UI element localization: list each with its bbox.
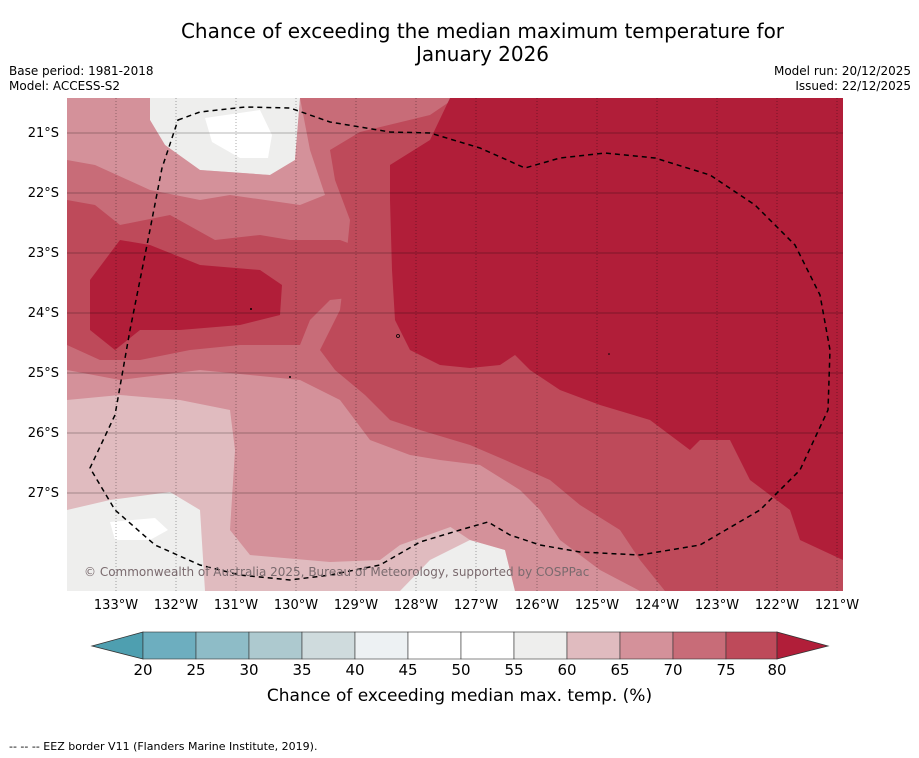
lon-label: 127°W <box>453 598 499 613</box>
map-title-line1: Chance of exceeding the median maximum t… <box>180 19 785 43</box>
band-55-60-bottom-left <box>67 492 205 591</box>
eez-border <box>89 106 831 581</box>
colorbar-segment <box>566 631 621 660</box>
lon-label: 128°W <box>393 598 439 613</box>
model-name: Model: ACCESS-S2 <box>9 79 121 93</box>
colorbar-tick: 40 <box>345 661 365 679</box>
map-title-line2: January 2026 <box>415 42 550 66</box>
lon-label: 133°W <box>93 598 139 613</box>
colorbar-tick: 50 <box>451 661 471 679</box>
lat-label: 21°S <box>27 126 59 141</box>
island-marker <box>608 353 610 355</box>
island-marker <box>289 376 291 378</box>
lon-label: 126°W <box>514 598 560 613</box>
colorbar-segment <box>407 631 462 660</box>
colorbar-segment <box>195 631 250 660</box>
colorbar-extend-high <box>776 631 830 660</box>
lon-label: 129°W <box>333 598 379 613</box>
colorbar-tick: 30 <box>239 661 259 679</box>
lon-label: 132°W <box>153 598 199 613</box>
base-period: Base period: 1981-2018 <box>9 64 154 78</box>
colorbar-segment <box>460 631 515 660</box>
lon-label: 130°W <box>273 598 319 613</box>
eez-legend-note: -- -- -- EEZ border V11 (Flanders Marine… <box>9 740 318 753</box>
island-marker <box>396 334 400 338</box>
colorbar-segment <box>619 631 674 660</box>
lon-label: 131°W <box>213 598 259 613</box>
colorbar-segment <box>354 631 409 660</box>
lon-label: 124°W <box>634 598 680 613</box>
colorbar-segment <box>725 631 778 660</box>
lat-label: 23°S <box>27 246 59 261</box>
temperature-map <box>67 98 843 591</box>
colorbar-tick: 45 <box>398 661 418 679</box>
model-run: Model run: 20/12/2025 <box>773 64 911 78</box>
band-above-80 <box>90 98 843 560</box>
issued-date: Issued: 22/12/2025 <box>795 79 911 93</box>
colorbar-extend-low <box>90 631 144 660</box>
colorbar-tick: 75 <box>716 661 736 679</box>
colorbar-tick: 25 <box>186 661 206 679</box>
lat-label: 26°S <box>27 426 59 441</box>
colorbar <box>90 631 830 660</box>
colorbar-tick: 65 <box>610 661 630 679</box>
band-45-55-top <box>205 110 272 158</box>
lat-label: 24°S <box>27 306 59 321</box>
island-marker <box>250 308 252 310</box>
copyright-notice: © Commonwealth of Australia 2025, Bureau… <box>84 565 590 579</box>
colorbar-tick: 60 <box>557 661 577 679</box>
lat-label: 22°S <box>27 186 59 201</box>
colorbar-tick: 70 <box>663 661 683 679</box>
band-55-60-bottom-mid <box>400 540 515 591</box>
colorbar-tick: 55 <box>504 661 524 679</box>
colorbar-tick: 20 <box>133 661 153 679</box>
colorbar-segment <box>513 631 568 660</box>
lon-label: 121°W <box>814 598 860 613</box>
lat-label: 25°S <box>27 366 59 381</box>
colorbar-label: Chance of exceeding median max. temp. (%… <box>266 686 653 706</box>
colorbar-segment <box>248 631 303 660</box>
lon-label: 125°W <box>574 598 620 613</box>
map-gridlines <box>67 132 843 494</box>
lon-label: 123°W <box>694 598 740 613</box>
colorbar-segment <box>142 631 197 660</box>
lat-label: 27°S <box>27 486 59 501</box>
lon-label: 122°W <box>754 598 800 613</box>
colorbar-tick: 35 <box>292 661 312 679</box>
band-45-55-bottom <box>110 518 168 540</box>
colorbar-tick: 80 <box>767 661 787 679</box>
colorbar-segment <box>672 631 727 660</box>
colorbar-segment <box>301 631 356 660</box>
map-meridians <box>115 98 838 591</box>
